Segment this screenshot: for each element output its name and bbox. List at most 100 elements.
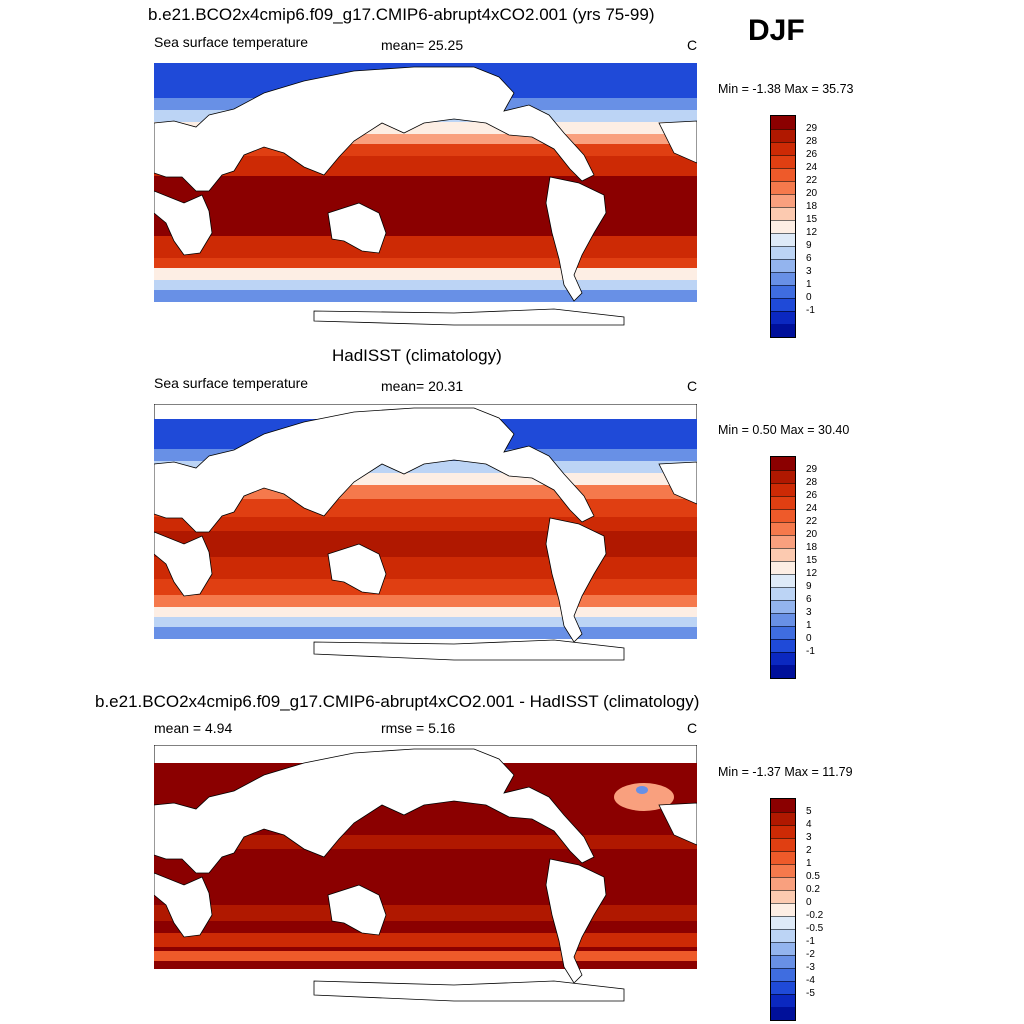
colorbar-tick-line	[771, 981, 795, 982]
colorbar-tick-line	[771, 600, 795, 601]
colorbar-tick-label: 29	[806, 464, 818, 475]
colorbar-tick-label: 28	[806, 477, 818, 488]
colorbar-tick-line	[771, 916, 795, 917]
panel2-colorbar	[770, 456, 796, 679]
colorbar-tick-line	[771, 929, 795, 930]
colorbar-tick-line	[771, 220, 795, 221]
panel3-minmax: Min = -1.37 Max = 11.79	[718, 765, 853, 779]
colorbar-tick-line	[771, 496, 795, 497]
sst-colorbar-swatch	[771, 522, 795, 535]
colorbar-tick-line	[771, 877, 795, 878]
panel3-rmse: rmse = 5.16	[381, 720, 456, 736]
panel3-mean: mean = 4.94	[154, 720, 233, 736]
colorbar-tick-line	[771, 613, 795, 614]
sst-colorbar-swatch	[771, 652, 795, 665]
colorbar-tick-label: 1	[806, 620, 812, 631]
colorbar-tick-line	[771, 311, 795, 312]
panel1-left-label: Sea surface temperature	[154, 34, 309, 50]
colorbar-tick-line	[771, 129, 795, 130]
colorbar-tick-label: -1	[806, 646, 815, 657]
colorbar-tick-label: 20	[806, 188, 818, 199]
colorbar-tick-label: 0.5	[806, 871, 820, 882]
colorbar-tick-line	[771, 864, 795, 865]
colorbar-tick-label: 15	[806, 214, 818, 225]
diff-colorbar-swatch	[771, 799, 795, 812]
colorbar-tick-line	[771, 207, 795, 208]
colorbar-tick-label: 20	[806, 529, 818, 540]
sst-colorbar-swatch	[771, 129, 795, 142]
panel3-units: C	[687, 720, 698, 736]
colorbar-tick-label: 0	[806, 633, 812, 644]
sst-colorbar-swatch	[771, 298, 795, 311]
diff-colorbar-swatch	[771, 929, 795, 942]
colorbar-tick-label: 3	[806, 607, 812, 618]
colorbar-tick-label: 12	[806, 568, 818, 579]
colorbar-tick-label: 22	[806, 516, 818, 527]
panel2-continents	[154, 407, 697, 661]
sst-colorbar-swatch	[771, 496, 795, 509]
sst-colorbar-swatch	[771, 116, 795, 129]
colorbar-tick-line	[771, 470, 795, 471]
panel1-title: b.e21.BCO2x4cmip6.f09_g17.CMIP6-abrupt4x…	[148, 5, 655, 24]
colorbar-tick-label: 0	[806, 897, 812, 908]
colorbar-tick-label: 3	[806, 266, 812, 277]
colorbar-tick-line	[771, 535, 795, 536]
colorbar-tick-line	[771, 155, 795, 156]
diff-colorbar-swatch	[771, 825, 795, 838]
sst-colorbar-swatch	[771, 587, 795, 600]
panel3-map	[154, 745, 697, 1017]
colorbar-tick-label: -4	[806, 975, 815, 986]
colorbar-tick-label: 4	[806, 819, 812, 830]
colorbar-tick-label: 9	[806, 240, 812, 251]
colorbar-tick-label: 9	[806, 581, 812, 592]
diff-colorbar-swatch	[771, 968, 795, 981]
panel2-left-label: Sea surface temperature	[154, 375, 309, 391]
panel1-minmax: Min = -1.38 Max = 35.73	[718, 82, 854, 96]
sst-colorbar-swatch	[771, 220, 795, 233]
sst-colorbar-swatch	[771, 613, 795, 626]
sst-colorbar-swatch	[771, 259, 795, 272]
colorbar-tick-label: 29	[806, 123, 818, 134]
panel1-mean: mean= 25.25	[381, 37, 464, 53]
sst-colorbar-swatch	[771, 509, 795, 522]
diff-colorbar-swatch	[771, 942, 795, 955]
diff-colorbar-swatch	[771, 851, 795, 864]
sst-colorbar-swatch	[771, 207, 795, 220]
colorbar-tick-label: 26	[806, 490, 818, 501]
colorbar-tick-line	[771, 194, 795, 195]
colorbar-tick-label: -5	[806, 988, 815, 999]
sst-colorbar-swatch	[771, 470, 795, 483]
colorbar-tick-line	[771, 548, 795, 549]
sst-colorbar-swatch	[771, 194, 795, 207]
sst-colorbar-swatch	[771, 574, 795, 587]
colorbar-tick-line	[771, 509, 795, 510]
sst-colorbar-swatch	[771, 181, 795, 194]
colorbar-tick-label: 0.2	[806, 884, 820, 895]
colorbar-tick-line	[771, 233, 795, 234]
colorbar-tick-label: 6	[806, 253, 812, 264]
colorbar-tick-label: 2	[806, 845, 812, 856]
colorbar-tick-label: 3	[806, 832, 812, 843]
colorbar-tick-label: 24	[806, 503, 818, 514]
colorbar-tick-label: 26	[806, 149, 818, 160]
panel2-title: HadISST (climatology)	[332, 346, 502, 365]
panel3-title: b.e21.BCO2x4cmip6.f09_g17.CMIP6-abrupt4x…	[95, 692, 700, 711]
diff-colorbar-swatch	[771, 890, 795, 903]
colorbar-tick-line	[771, 812, 795, 813]
colorbar-tick-label: 28	[806, 136, 818, 147]
colorbar-tick-line	[771, 168, 795, 169]
colorbar-tick-line	[771, 639, 795, 640]
diff-colorbar-swatch	[771, 903, 795, 916]
colorbar-tick-label: 1	[806, 858, 812, 869]
colorbar-tick-line	[771, 890, 795, 891]
colorbar-tick-label: -0.2	[806, 910, 824, 921]
diff-colorbar-swatch	[771, 955, 795, 968]
panel3-colorbar	[770, 798, 796, 1021]
colorbar-tick-label: 24	[806, 162, 818, 173]
colorbar-tick-line	[771, 942, 795, 943]
sst-colorbar-swatch	[771, 561, 795, 574]
panel3-continents	[154, 748, 697, 1002]
panel2-units: C	[687, 378, 698, 394]
sst-colorbar-swatch	[771, 535, 795, 548]
colorbar-tick-label: 1	[806, 279, 812, 290]
